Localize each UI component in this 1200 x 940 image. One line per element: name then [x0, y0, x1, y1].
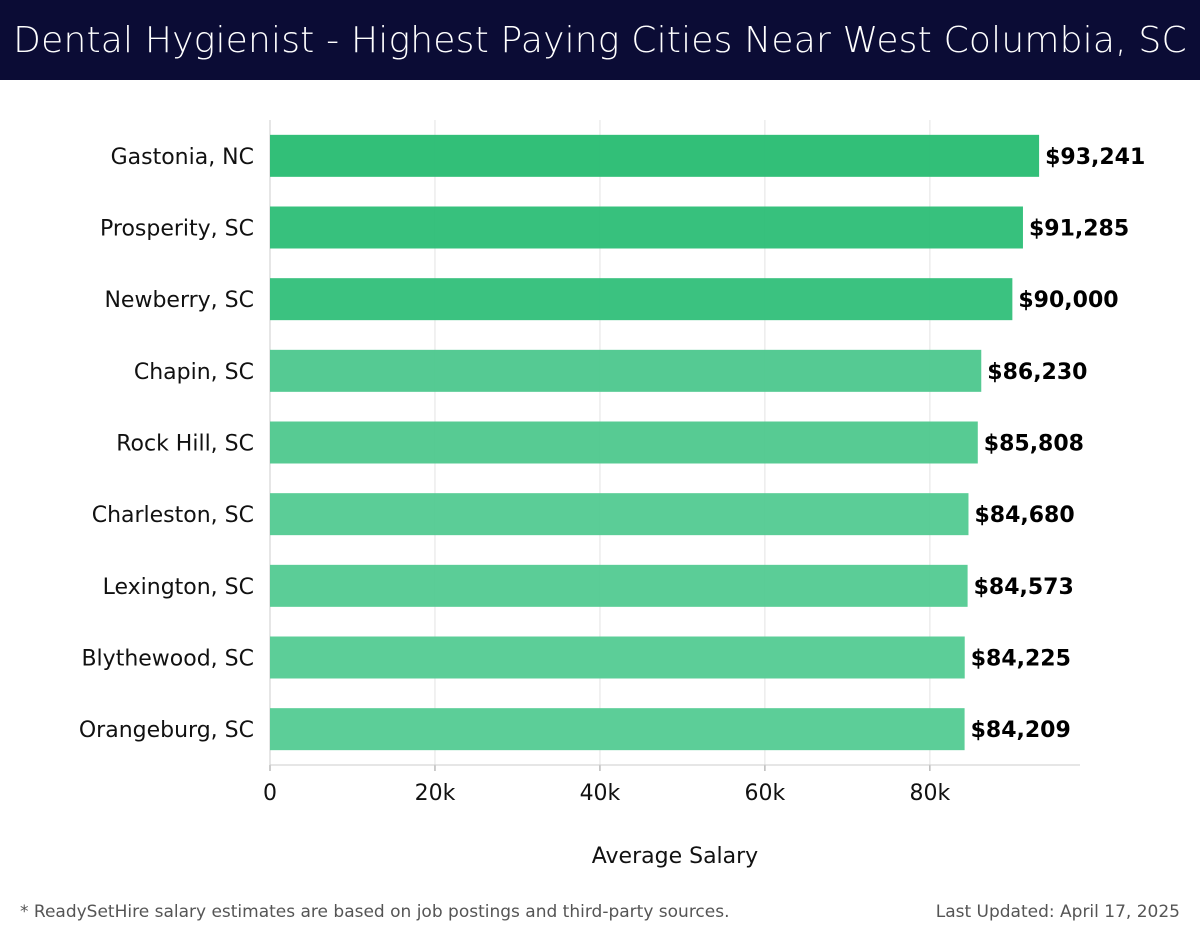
bar	[270, 349, 982, 392]
last-updated: Last Updated: April 17, 2025	[935, 902, 1180, 922]
data-label: $86,230	[987, 360, 1087, 385]
data-label: $84,573	[974, 575, 1074, 600]
data-label: $85,808	[984, 432, 1084, 457]
x-tick-label: 0	[263, 781, 277, 806]
x-tick-label: 60k	[745, 781, 786, 806]
bar	[270, 708, 965, 751]
y-tick-label: Newberry, SC	[104, 288, 254, 313]
data-label: $84,680	[974, 503, 1074, 528]
bar	[270, 564, 968, 607]
bar	[270, 278, 1013, 321]
bar	[270, 206, 1023, 249]
chart-title: Dental Hygienist - Highest Paying Cities…	[0, 0, 1200, 80]
y-tick-label: Gastonia, NC	[111, 145, 254, 170]
data-label: $84,225	[971, 647, 1071, 672]
y-tick-label: Blythewood, SC	[81, 647, 254, 672]
data-label: $90,000	[1018, 288, 1118, 313]
y-tick-label: Chapin, SC	[134, 360, 254, 385]
x-axis-label: Average Salary	[592, 844, 758, 869]
data-label: $91,285	[1029, 217, 1129, 242]
bar-chart: 0 20k 40k 60k 80k Gastonia, NC $93,241 Prosperi…	[79, 120, 1145, 869]
bar	[270, 421, 978, 464]
y-tick-label: Charleston, SC	[92, 503, 254, 528]
y-tick-label: Rock Hill, SC	[116, 432, 254, 457]
footnote: * ReadySetHire salary estimates are base…	[20, 902, 730, 922]
data-label: $84,209	[971, 718, 1071, 743]
bar	[270, 636, 965, 679]
x-tick-label: 80k	[910, 781, 951, 806]
bar	[270, 134, 1040, 177]
y-tick-label: Prosperity, SC	[100, 217, 254, 242]
y-tick-label: Orangeburg, SC	[79, 718, 254, 743]
bar	[270, 493, 969, 536]
data-label: $93,241	[1045, 145, 1145, 170]
x-tick-label: 40k	[580, 781, 621, 806]
y-tick-label: Lexington, SC	[103, 575, 254, 600]
x-tick-label: 20k	[415, 781, 456, 806]
